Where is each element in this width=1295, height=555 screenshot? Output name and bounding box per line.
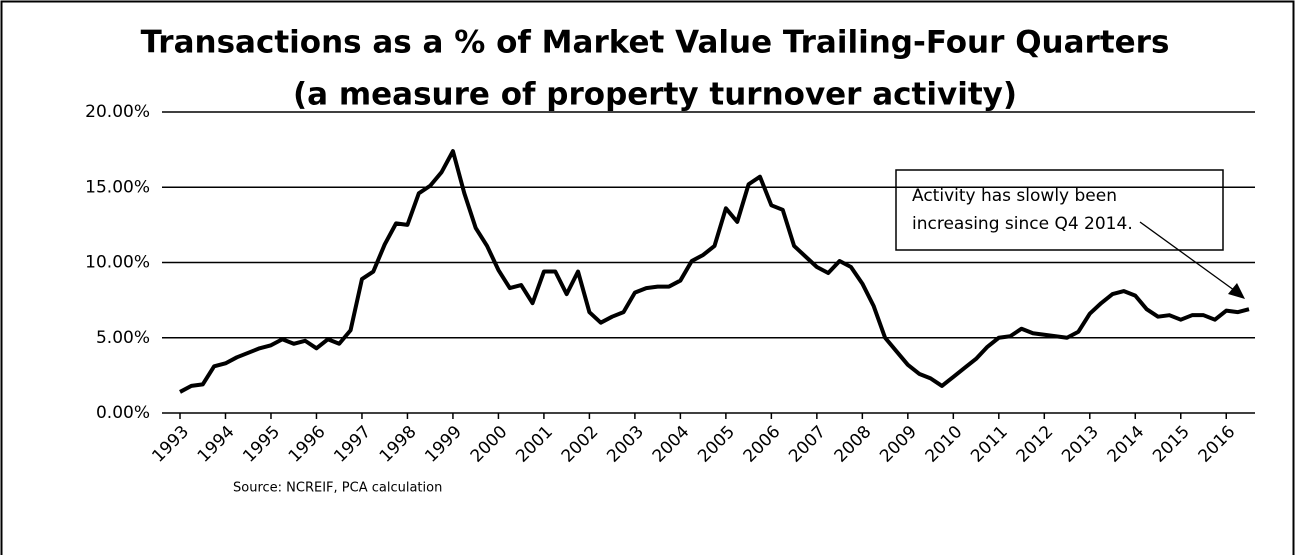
x-tick-label: 1996 [285,422,330,467]
annotation-arrow [1139,221,1239,294]
chart-title: Transactions as a % of Market Value Trai… [141,25,1170,61]
x-tick-label: 2001 [512,422,557,467]
annotation: Activity has slowly been [912,186,1117,206]
x-tick-label: 2006 [740,422,785,467]
x-tick-label: 2008 [831,422,876,467]
x-tick-label: 1997 [330,422,375,467]
x-tick-label: 2010 [922,422,967,467]
x-tick-label: 2004 [649,422,694,467]
x-tick-label: 2005 [694,422,739,467]
x-tick-label: 2014 [1104,422,1149,467]
chart-subtitle: (a measure of property turnover activity… [293,77,1017,113]
annotation: increasing since Q4 2014. [912,214,1133,234]
x-tick-label: 2011 [967,422,1012,467]
x-tick-label: 2016 [1195,422,1240,467]
annotation-box [895,169,1224,251]
x-tick-label: 2003 [603,422,648,467]
x-tick-label: 1993 [148,422,193,467]
x-tick-label: 2013 [1058,422,1103,467]
x-tick-label: 2015 [1149,422,1194,467]
x-tick-label: 2007 [785,422,830,467]
source: Source: NCREIF, PCA calculation [233,481,442,496]
x-tick-label: 2000 [467,422,512,467]
y-tick-label: 15.00% [85,177,150,197]
x-tick-label: 1999 [421,422,466,467]
y-tick-label: 0.00% [96,403,150,423]
y-tick-label: 5.00% [96,328,150,348]
x-tick-label: 2009 [876,422,921,467]
x-tick-label: 1994 [194,422,239,467]
y-tick-label: 20.00% [85,102,150,122]
line [179,149,1250,394]
x-tick-label: 1995 [239,422,284,467]
x-tick-label: 2012 [1013,422,1058,467]
y-tick-label: 10.00% [85,253,150,273]
x-tick-label: 1998 [376,422,421,467]
x-tick-label: 2002 [558,422,603,467]
arrow-head [1228,283,1245,299]
